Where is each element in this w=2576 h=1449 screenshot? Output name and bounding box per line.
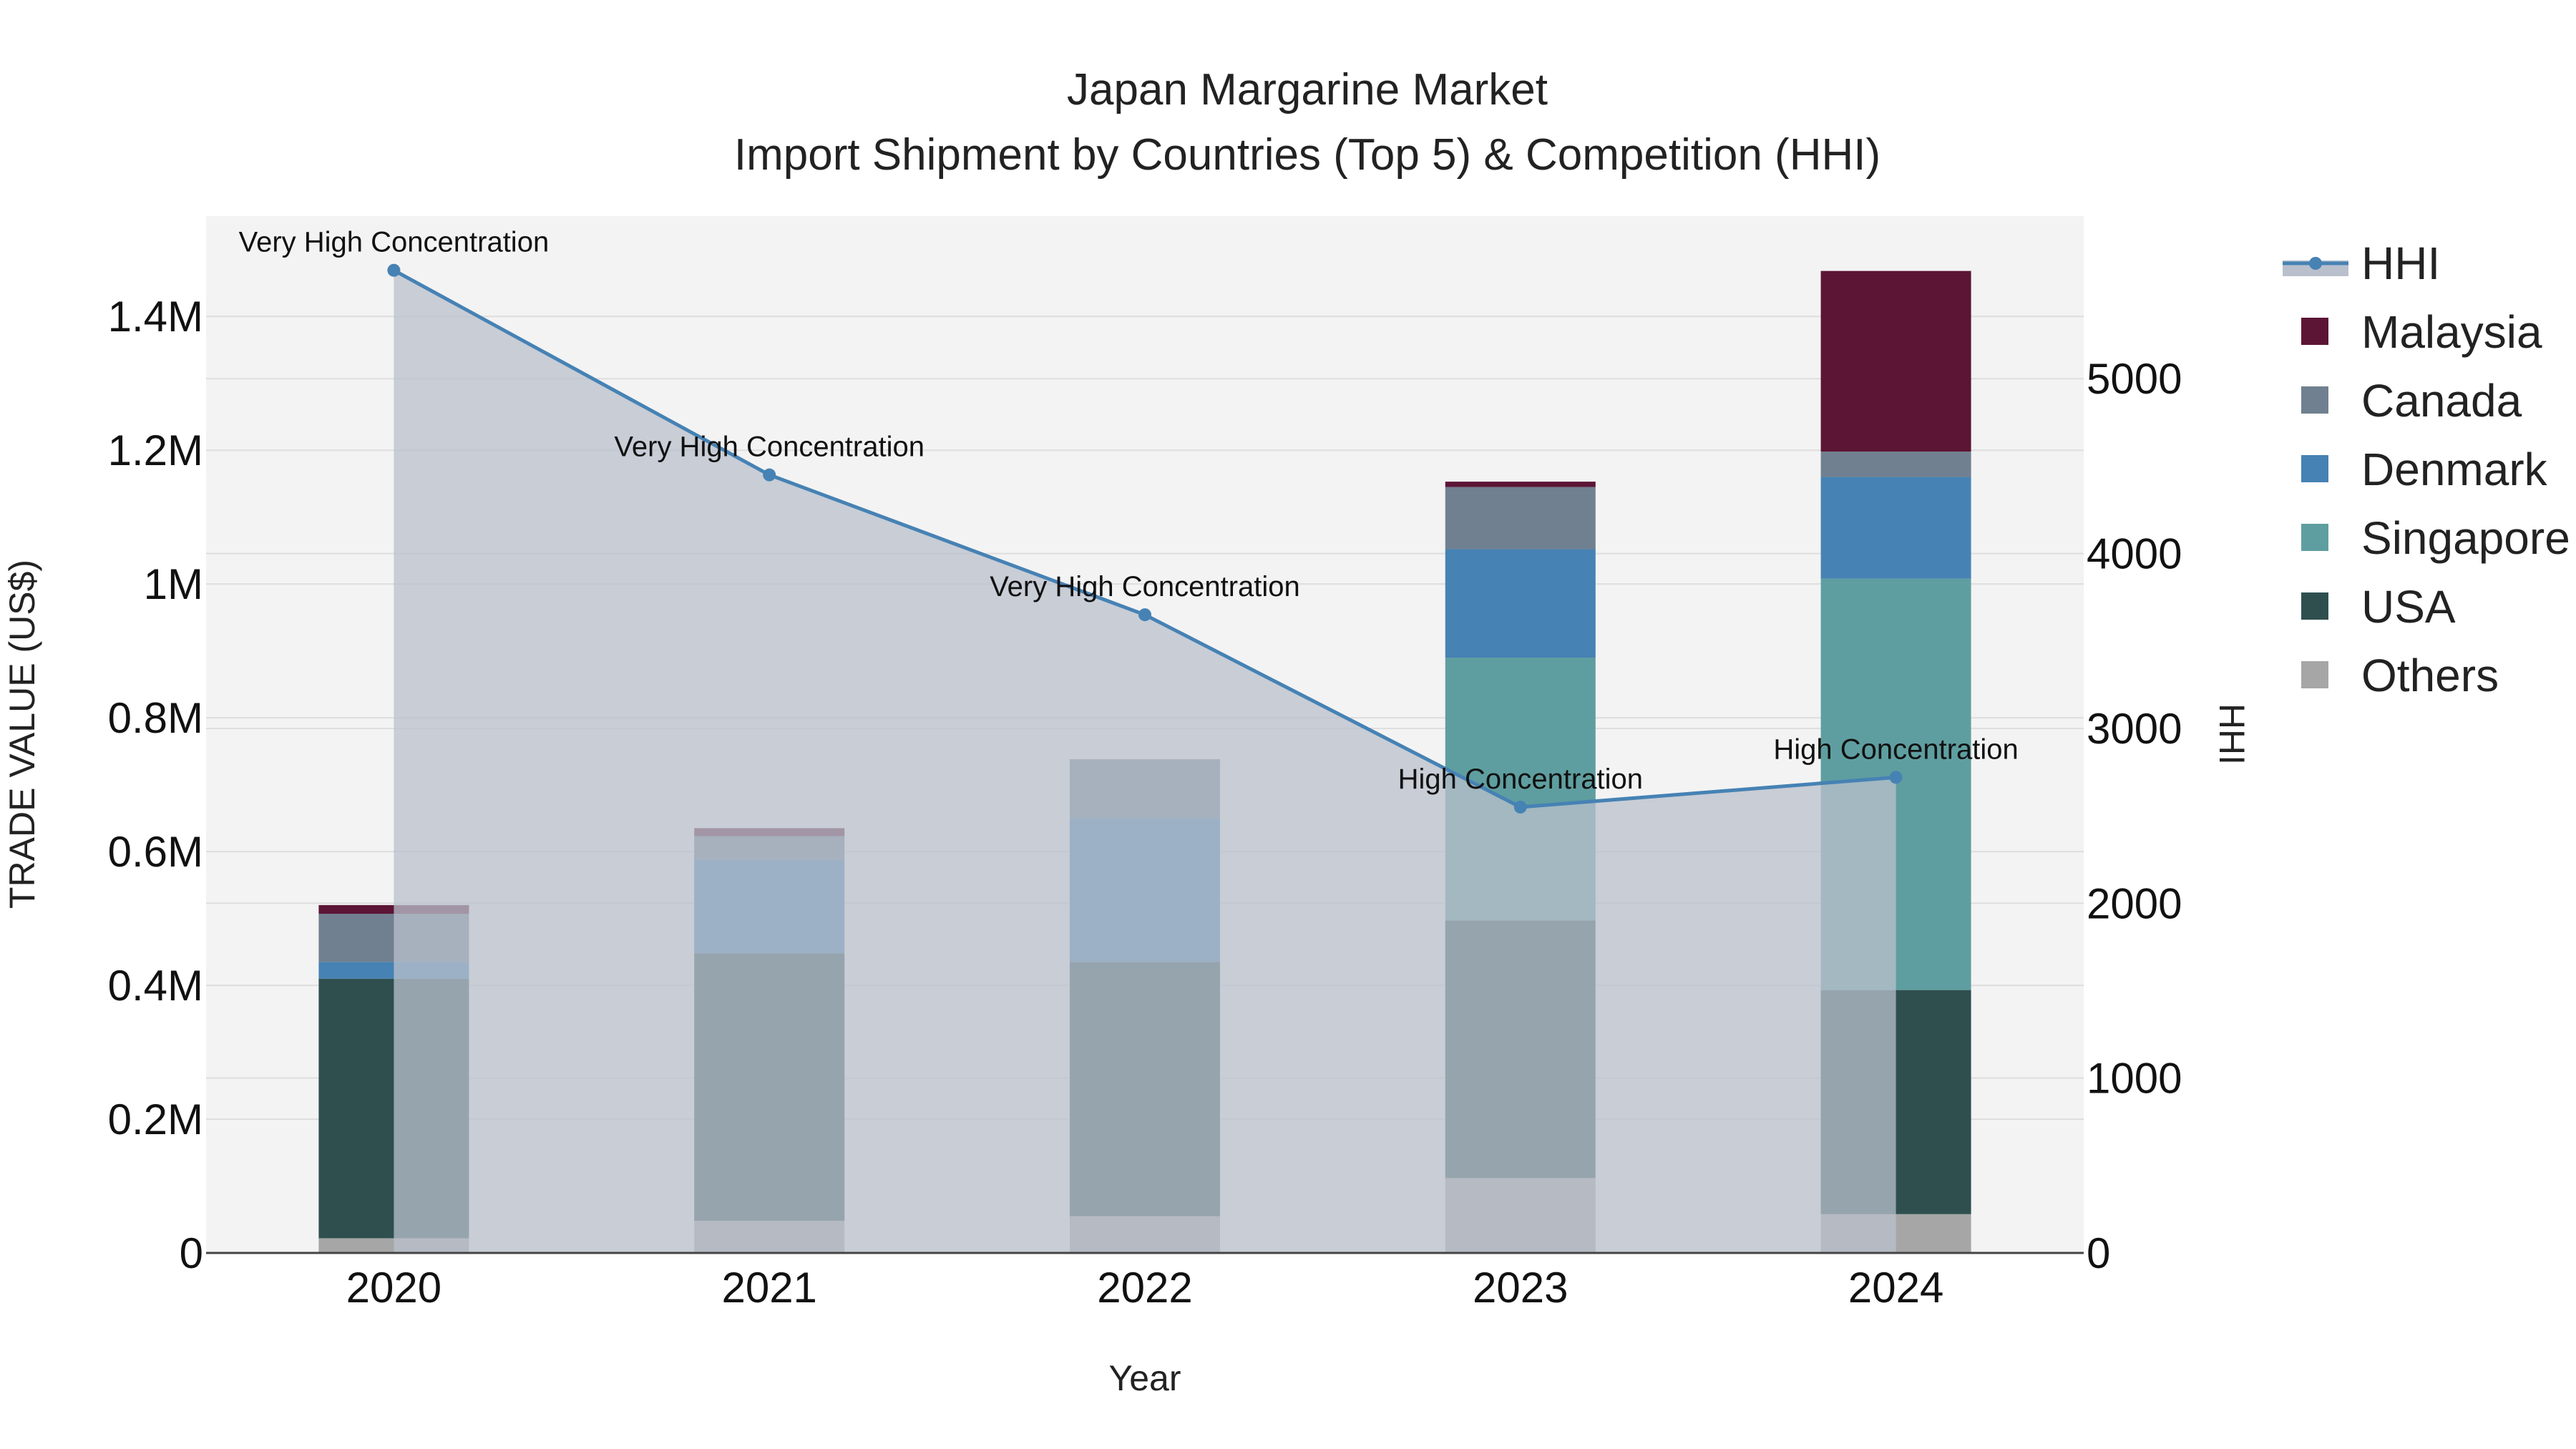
hhi-point-2023 — [1513, 800, 1527, 814]
y2-axis-ticks: 0 1000 2000 3000 4000 5000 — [2087, 355, 2182, 1277]
y2-tick-label: 3000 — [2087, 705, 2182, 753]
hhi-annotation-2024: High Concentration — [1773, 733, 2018, 765]
y-tick-label: 0.4M — [108, 962, 203, 1010]
legend-swatch-denmark — [2301, 455, 2328, 482]
y2-tick-label: 2000 — [2087, 879, 2182, 927]
legend-label-denmark: Denmark — [2361, 444, 2548, 495]
hhi-point-2020 — [387, 263, 401, 277]
hhi-area — [394, 270, 1896, 1253]
bar-canada-2023 — [1445, 487, 1596, 550]
y2-tick-label: 4000 — [2087, 530, 2182, 578]
legend-label-canada: Canada — [2361, 375, 2522, 426]
bar-denmark-2023 — [1445, 549, 1596, 658]
hhi-point-2024 — [1889, 771, 1903, 784]
hhi-annotations: Very High Concentration Very High Concent… — [239, 227, 2019, 795]
y-tick-label: 1.2M — [108, 426, 203, 474]
chart-title-line1: Japan Margarine Market — [1067, 65, 1548, 114]
legend-label-malaysia: Malaysia — [2361, 306, 2542, 358]
y2-tick-label: 0 — [2087, 1229, 2110, 1277]
y2-axis-title: HHI — [2212, 703, 2252, 765]
x-axis-ticks: 2020 2021 2022 2023 2024 — [346, 1264, 1944, 1312]
legend-label-singapore: Singapore — [2361, 512, 2570, 564]
x-tick-label-2021: 2021 — [721, 1264, 816, 1312]
x-tick-label-2024: 2024 — [1848, 1264, 1943, 1312]
bar-denmark-2024 — [1820, 477, 1971, 579]
legend-swatch-others — [2301, 661, 2328, 688]
chart-title-line2: Import Shipment by Countries (Top 5) & C… — [734, 130, 1880, 180]
legend-label-others: Others — [2361, 650, 2499, 701]
y-tick-label: 1M — [144, 560, 203, 608]
y-tick-label: 0.2M — [108, 1096, 203, 1143]
y-axis-title: TRADE VALUE (US$) — [2, 560, 42, 909]
legend-hhi-swatch-marker — [2309, 257, 2322, 270]
y-tick-label: 1.4M — [108, 293, 203, 341]
hhi-annotation-2020: Very High Concentration — [239, 227, 550, 258]
y-tick-label: 0.8M — [108, 694, 203, 742]
y2-tick-label: 5000 — [2087, 355, 2182, 403]
bar-canada-2024 — [1820, 452, 1971, 477]
bar-malaysia-2023 — [1445, 482, 1596, 487]
x-tick-label-2022: 2022 — [1097, 1264, 1192, 1312]
y-axis-ticks: 0 0.2M 0.4M 0.6M 0.8M 1M 1.2M 1.4M — [108, 293, 203, 1277]
legend-label-hhi: HHI — [2361, 238, 2440, 289]
legend-swatch-malaysia — [2301, 318, 2328, 345]
legend-swatch-canada — [2301, 386, 2328, 414]
hhi-annotation-2021: Very High Concentration — [614, 431, 924, 463]
x-axis-title: Year — [1108, 1358, 1181, 1398]
hhi-annotation-2022: Very High Concentration — [990, 571, 1300, 602]
hhi-annotation-2023: High Concentration — [1398, 763, 1643, 795]
legend-swatch-usa — [2301, 592, 2328, 620]
hhi-point-2021 — [763, 468, 776, 482]
y2-tick-label: 1000 — [2087, 1055, 2182, 1103]
x-tick-label-2023: 2023 — [1473, 1264, 1568, 1312]
y-tick-label: 0.6M — [108, 828, 203, 876]
y-tick-label: 0 — [180, 1229, 203, 1277]
hhi-points — [387, 263, 1903, 814]
legend: HHI Malaysia Canada Denmark Singapore USA Othe… — [2283, 238, 2570, 701]
x-tick-label-2020: 2020 — [346, 1264, 441, 1312]
hhi-point-2022 — [1138, 608, 1151, 622]
legend-label-usa: USA — [2361, 581, 2456, 633]
bar-malaysia-2024 — [1820, 270, 1971, 452]
legend-swatch-singapore — [2301, 524, 2328, 551]
